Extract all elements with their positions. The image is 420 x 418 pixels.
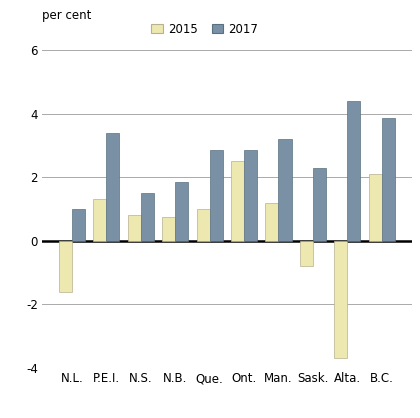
Bar [141,193,154,241]
Bar [175,182,188,241]
Bar [210,150,223,241]
Bar [244,150,257,241]
Bar [265,203,278,241]
Text: per cent: per cent [42,9,92,22]
Bar [59,241,72,292]
Bar [278,139,291,241]
Bar [313,168,326,241]
Bar [106,133,119,241]
Bar [197,209,210,241]
Bar [382,118,395,241]
Bar [72,209,85,241]
Bar [162,217,175,241]
Bar [334,241,347,358]
Legend: 2015, 2017: 2015, 2017 [147,18,263,41]
Bar [347,101,360,241]
Bar [93,199,106,241]
Bar [369,174,382,241]
Bar [231,161,244,241]
Bar [128,215,141,241]
Bar [300,241,313,266]
